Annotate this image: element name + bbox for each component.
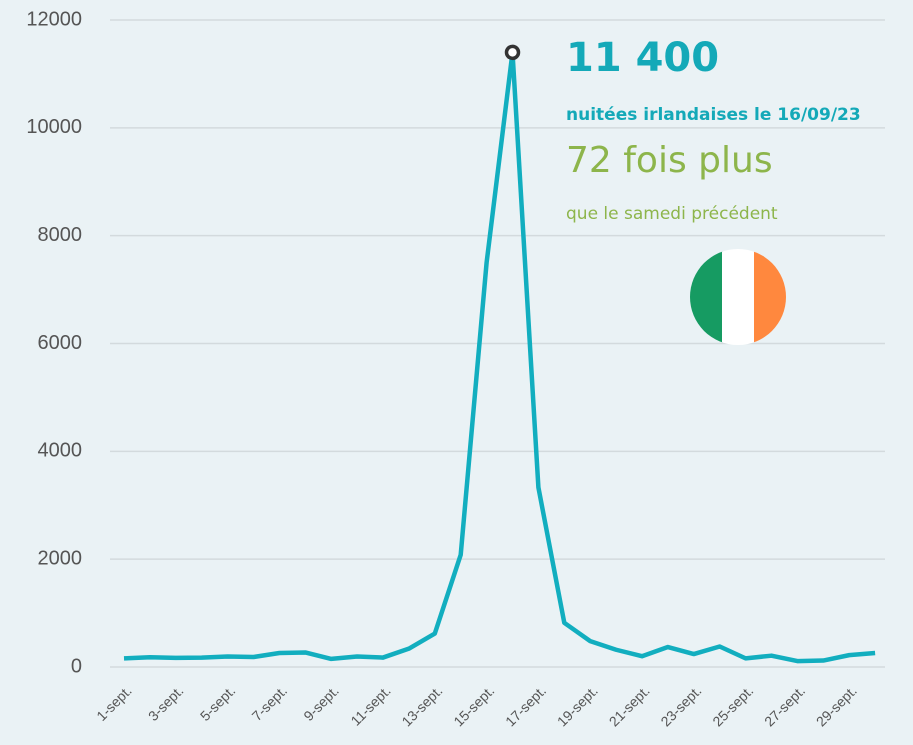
x-tick-label: 13-sept. (398, 682, 445, 729)
x-tick-label: 11-sept. (347, 682, 393, 728)
x-tick-label: 19-sept. (554, 682, 601, 729)
x-tick-label: 7-sept. (249, 682, 291, 724)
x-tick-label: 25-sept. (709, 682, 756, 729)
x-tick-label: 27-sept. (761, 682, 808, 729)
annotation-value: 11 400 (566, 35, 719, 81)
x-tick-label: 1-sept. (93, 682, 135, 724)
y-tick-label: 6000 (38, 332, 83, 354)
irish-flag (690, 249, 786, 345)
annotation-text: que le samedi précédent (566, 204, 778, 224)
x-tick-label: 3-sept. (145, 682, 187, 724)
x-tick-label: 17-sept. (502, 682, 549, 729)
x-tick-label: 15-sept. (450, 682, 497, 729)
y-tick-label: 12000 (26, 8, 82, 30)
x-tick-label: 29-sept. (813, 682, 860, 729)
x-tick-label: 23-sept. (657, 682, 704, 729)
line (123, 50, 876, 664)
y-tick-label: 2000 (38, 547, 83, 569)
x-tick-label: 21-sept. (606, 682, 653, 729)
x-tick-label: 9-sept. (300, 682, 342, 724)
y-tick-label: 0 (71, 655, 82, 677)
y-tick-label: 8000 (38, 224, 83, 246)
annotation-text: nuitées irlandaises le 16/09/23 (566, 105, 861, 125)
peak-marker (504, 44, 521, 61)
y-tick-label: 10000 (26, 116, 82, 138)
x-tick-label: 5-sept. (197, 682, 239, 724)
annotation-ratio: 72 fois plus (566, 140, 773, 181)
y-tick-label: 4000 (38, 440, 83, 462)
